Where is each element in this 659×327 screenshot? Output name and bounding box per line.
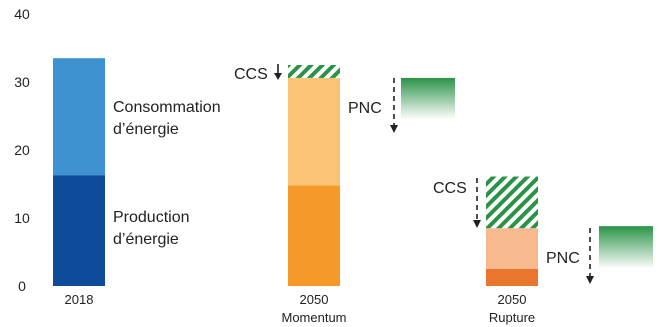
y-tick-label: 20 — [14, 142, 30, 158]
consumption-label-line2: d’énergie — [113, 121, 179, 138]
pnc-momentum-label: PNC — [348, 100, 382, 117]
ccs-momentum-arrowhead — [274, 73, 282, 80]
category-label-momentum-name: Momentum — [281, 310, 346, 325]
category-label-2018: 2018 — [65, 292, 94, 307]
production-label-line2: d’énergie — [113, 231, 179, 248]
ccs-rupture-label: CCS — [433, 180, 467, 197]
category-label-rupture-name: Rupture — [489, 310, 535, 325]
ccs-momentum-label: CCS — [234, 66, 268, 83]
y-axis: 0 10 20 30 40 — [14, 6, 30, 294]
annotations: Consommation d’énergie Production d’éner… — [113, 66, 580, 267]
bars-group — [53, 58, 653, 286]
brupture-segment-1 — [486, 228, 538, 269]
category-label-momentum-year: 2050 — [300, 292, 329, 307]
bmomentum-pnc-gradient — [401, 77, 455, 120]
brupture-pnc-gradient — [599, 226, 653, 269]
y-tick-label: 40 — [14, 6, 30, 22]
y-tick-label: 0 — [18, 278, 26, 294]
production-label-line1: Production — [113, 209, 190, 226]
b2018-segment-0 — [53, 175, 105, 286]
brupture-segment-0 — [486, 269, 538, 286]
y-tick-label: 30 — [14, 74, 30, 90]
annotation-arrows — [274, 64, 594, 284]
b2018-segment-1 — [53, 58, 105, 176]
bmomentum-segment-0 — [288, 185, 340, 286]
x-axis: 2018 2050 Momentum 2050 Rupture — [65, 292, 536, 325]
ccs-rupture-arrowhead — [473, 220, 481, 228]
y-tick-label: 10 — [14, 210, 30, 226]
consumption-label-line1: Consommation — [113, 99, 221, 116]
pnc-rupture-label: PNC — [546, 250, 580, 267]
pnc-rupture-arrowhead — [586, 276, 594, 284]
brupture-ccs-hatch — [486, 176, 538, 229]
bmomentum-segment-1 — [288, 77, 340, 186]
bmomentum-ccs-hatch — [288, 65, 340, 78]
pnc-momentum-arrowhead — [390, 125, 398, 133]
category-label-rupture-year: 2050 — [498, 292, 527, 307]
